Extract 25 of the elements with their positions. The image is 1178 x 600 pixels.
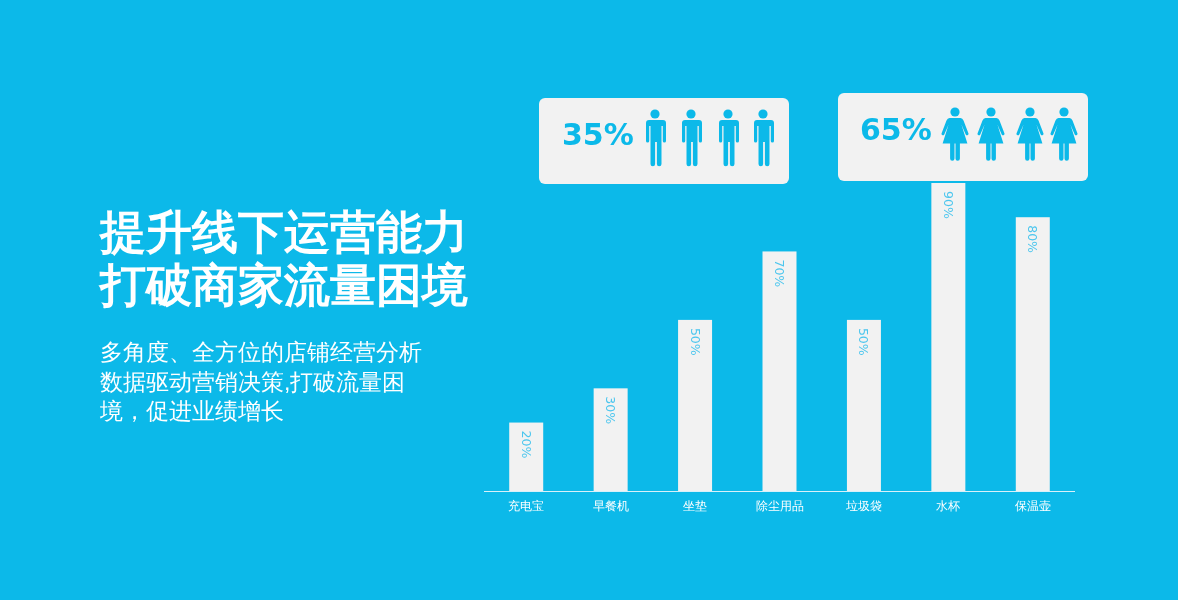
bar — [593, 388, 628, 491]
bar — [1015, 217, 1050, 491]
data-label: 50% — [856, 327, 872, 356]
bar — [762, 251, 797, 491]
data-label: 20% — [518, 430, 534, 459]
data-label: 50% — [687, 327, 703, 356]
x-tick-label: 保温壶 — [1014, 499, 1051, 513]
x-tick-label: 坐垫 — [683, 499, 708, 513]
x-tick-label: 垃圾袋 — [844, 499, 882, 513]
x-tick-label: 充电宝 — [508, 499, 545, 513]
bar — [678, 319, 713, 491]
data-label: 30% — [603, 396, 619, 425]
bar — [931, 183, 966, 491]
x-tick-label: 早餐机 — [592, 499, 629, 513]
bar — [509, 422, 544, 491]
bar — [846, 319, 881, 491]
text: 35% — [562, 117, 634, 152]
data-label: 70% — [772, 259, 787, 288]
text: 提升线下运营能力打破商家流量困境 — [100, 206, 469, 312]
x-tick-label: 水杯 — [936, 499, 961, 513]
x-tick-label: 除尘用品 — [755, 499, 804, 513]
data-label: 80% — [1025, 225, 1041, 254]
text: 65% — [860, 112, 932, 147]
text: 多角度、全方位的店铺经营分析数据驱动营销决策,打破流量困境，促进业绩增长 — [100, 338, 423, 426]
data-label: 90% — [940, 191, 956, 219]
